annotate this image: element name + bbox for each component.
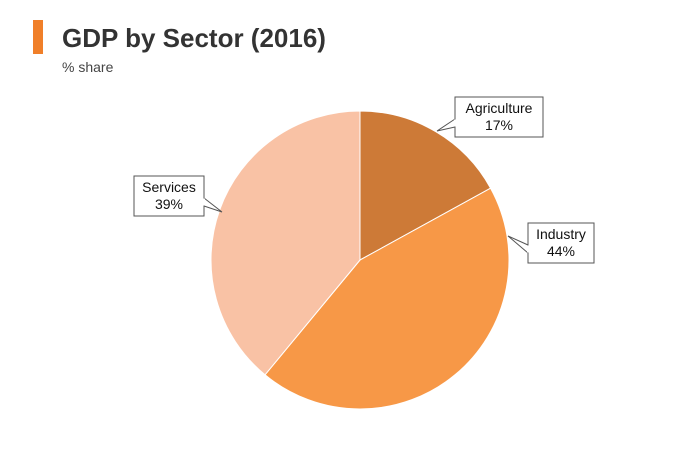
callout-box xyxy=(527,222,595,264)
title-accent-bar xyxy=(33,20,43,54)
callout-pointer xyxy=(436,118,456,132)
callout-pointer xyxy=(507,235,529,255)
slice-label: Agriculture xyxy=(466,100,533,116)
pie-slice-services xyxy=(210,110,361,376)
chart-subtitle: % share xyxy=(62,59,114,75)
pie-slice-industry xyxy=(264,187,510,410)
pie-slice-agriculture xyxy=(359,110,492,261)
callout-pointer xyxy=(203,196,223,213)
pie-slices xyxy=(210,110,510,410)
slice-label: Industry xyxy=(536,226,586,242)
callout-box xyxy=(454,96,544,138)
slice-value-label: 17% xyxy=(485,117,513,133)
slice-label: Services xyxy=(142,179,196,195)
callout-box xyxy=(133,175,205,217)
chart-title: GDP by Sector (2016) xyxy=(62,23,326,53)
slice-value-label: 39% xyxy=(155,196,183,212)
slice-value-label: 44% xyxy=(547,243,575,259)
